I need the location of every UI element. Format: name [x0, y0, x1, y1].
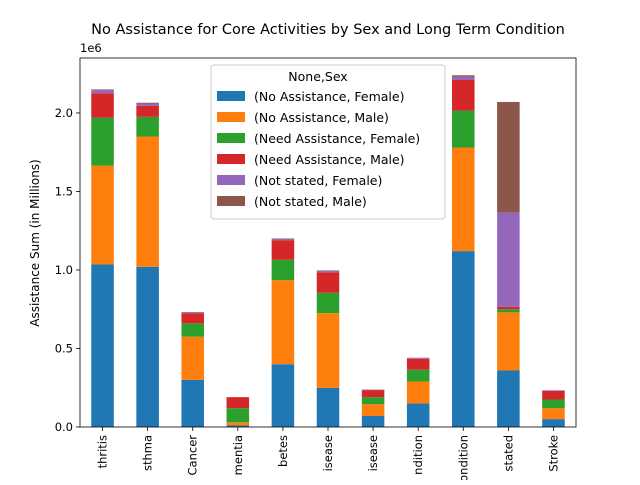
- bar-segment: [452, 75, 475, 77]
- bar-segment: [136, 267, 159, 427]
- bar-segment: [91, 90, 114, 93]
- x-tick-label: Stroke: [546, 435, 560, 472]
- bar-segment: [317, 388, 340, 427]
- legend-title: None,Sex: [288, 69, 347, 84]
- legend-entry-label: (Not stated, Female): [254, 173, 382, 188]
- bar-segment: [362, 404, 385, 416]
- bar-segment: [181, 380, 204, 427]
- bar-segment: [497, 213, 520, 307]
- bar-segment: [272, 280, 295, 364]
- legend-entry-label: (Not stated, Male): [254, 194, 367, 209]
- bar-segment: [452, 111, 475, 148]
- legend: None,Sex (No Assistance, Female) (No Assis…: [211, 65, 445, 219]
- bar-segment: [181, 323, 204, 336]
- bar-segment: [136, 117, 159, 137]
- y-tick-label: 1.0: [55, 263, 73, 277]
- y-axis-label: Assistance Sum (in Millions): [28, 159, 42, 327]
- bar-segment: [272, 364, 295, 427]
- x-tick-label: mentia: [231, 435, 245, 475]
- legend-entry-label: (No Assistance, Female): [254, 89, 404, 104]
- bar-segment: [362, 416, 385, 427]
- x-tick-label: Cancer: [186, 435, 200, 476]
- bar-segment: [136, 106, 159, 117]
- y-tick-label: 1.5: [55, 184, 73, 198]
- y-offset-label: 1e6: [80, 41, 102, 55]
- legend-swatch: [217, 91, 245, 101]
- legend-swatch: [217, 196, 245, 206]
- y-tick-label: 0.0: [55, 420, 73, 434]
- legend-swatch: [217, 175, 245, 185]
- bar-segment: [542, 400, 565, 409]
- x-tick-label: sthma: [141, 435, 155, 471]
- bar-segment: [407, 403, 430, 427]
- bar-segment: [407, 358, 430, 359]
- x-tick-label: stated: [501, 435, 515, 471]
- chart-title: No Assistance for Core Activities by Sex…: [91, 22, 565, 38]
- bar-segment: [407, 359, 430, 370]
- x-tick-label: ondition: [456, 435, 470, 480]
- bar-segment: [272, 239, 295, 240]
- bar-segment: [227, 422, 250, 425]
- bar-segment: [181, 312, 204, 313]
- bar-segment: [542, 391, 565, 400]
- bar-segment: [136, 103, 159, 104]
- legend-swatch: [217, 112, 245, 122]
- bar-segment: [181, 313, 204, 323]
- legend-entry-label: (No Assistance, Male): [254, 110, 389, 125]
- bar-segment: [542, 419, 565, 427]
- legend-entry-label: (Need Assistance, Female): [254, 131, 420, 146]
- bar-segment: [181, 337, 204, 380]
- bar-segment: [227, 397, 250, 408]
- bar-segment: [362, 397, 385, 404]
- legend-swatch: [217, 133, 245, 143]
- y-tick-label: 0.5: [55, 341, 73, 355]
- x-tick-label: isease: [366, 435, 380, 471]
- bar-segment: [91, 89, 114, 90]
- bar-segment: [497, 307, 520, 309]
- bar-segment: [407, 370, 430, 382]
- x-tick-label: betes: [276, 435, 290, 467]
- bar-segment: [317, 313, 340, 388]
- bar-segment: [227, 408, 250, 422]
- x-tick-label: isease: [321, 435, 335, 471]
- bar-segment: [497, 309, 520, 312]
- bar-segment: [362, 390, 385, 397]
- bar-segment: [452, 148, 475, 252]
- bar-segment: [542, 408, 565, 419]
- bar-segment: [497, 312, 520, 370]
- bar-segment: [452, 80, 475, 111]
- bar-segment: [497, 370, 520, 427]
- y-tick-label: 2.0: [55, 106, 73, 120]
- x-tick-label: thritis: [96, 435, 110, 468]
- bar-segment: [91, 118, 114, 166]
- bar-segment: [317, 270, 340, 271]
- bar-segment: [407, 381, 430, 403]
- bar-segment: [136, 104, 159, 106]
- bar-segment: [91, 93, 114, 117]
- bar-segment: [317, 293, 340, 313]
- legend-entry-label: (Need Assistance, Male): [254, 152, 405, 167]
- bar-segment: [136, 137, 159, 267]
- x-tick-label: ndition: [411, 435, 425, 475]
- bar-segment: [452, 77, 475, 80]
- bar-segment: [272, 260, 295, 280]
- bar-segment: [91, 166, 114, 265]
- legend-swatch: [217, 154, 245, 164]
- bar-segment: [272, 240, 295, 260]
- bar-segment: [317, 272, 340, 292]
- bar-segment: [317, 271, 340, 272]
- bar-segment: [91, 264, 114, 427]
- bar-segment: [497, 102, 520, 213]
- bar-segment: [452, 251, 475, 427]
